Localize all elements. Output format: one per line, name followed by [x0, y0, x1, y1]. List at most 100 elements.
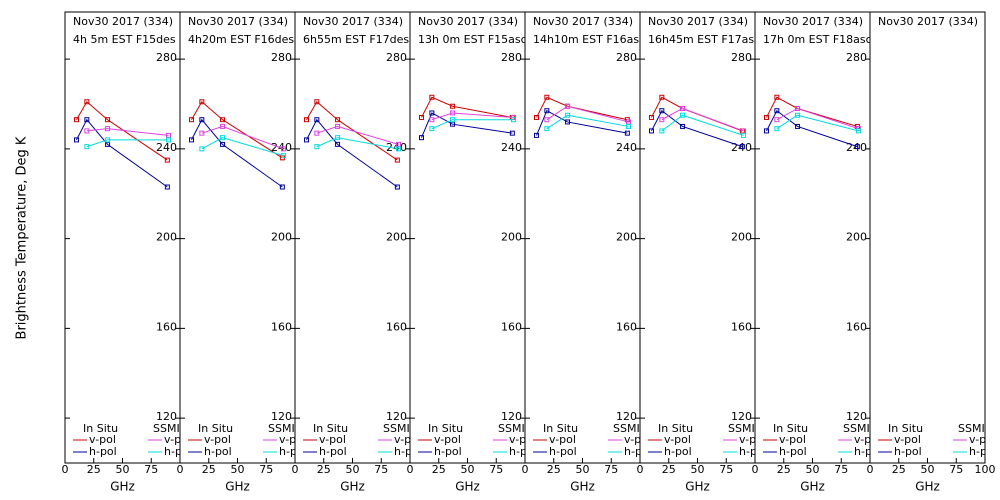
panel-title: Nov30 2017 (334) — [418, 15, 518, 28]
y-tick-label: 120 — [616, 410, 637, 423]
point — [680, 105, 686, 111]
legend-group: In Situ — [543, 422, 578, 435]
point — [450, 117, 456, 123]
legend-label: v-pol — [779, 433, 806, 446]
point — [795, 105, 801, 111]
legend-group: In Situ — [888, 422, 923, 435]
x-tick-label: 75 — [259, 463, 273, 476]
point — [314, 130, 320, 136]
point — [220, 117, 226, 123]
x-tick-label: 75 — [604, 463, 618, 476]
x-tick-label: 75 — [374, 463, 388, 476]
panel-subtitle: 14h10m EST F16asc — [533, 33, 645, 46]
point — [74, 117, 79, 123]
y-tick-label: 280 — [846, 51, 867, 64]
x-tick-label: 25 — [892, 463, 906, 476]
point — [304, 137, 309, 143]
x-tick-label: 25 — [202, 463, 216, 476]
x-tick-label: 50 — [921, 463, 935, 476]
x-tick-label: 100 — [975, 463, 996, 476]
series-line — [776, 107, 859, 130]
series-line — [536, 96, 628, 121]
panel: Nov30 2017 (334) 4h 5m EST F15des 120 160 20… — [73, 15, 180, 458]
legend-group: SSMIS — [958, 422, 992, 435]
x-tick-label: 50 — [691, 463, 705, 476]
point — [649, 128, 654, 134]
point — [509, 130, 515, 136]
panel-title: Nov30 2017 (334) — [303, 15, 403, 28]
point — [419, 114, 424, 120]
point — [84, 117, 90, 123]
legend-label: v-pol — [664, 433, 691, 446]
panel-subtitle: 4h 5m EST F15des — [73, 33, 176, 46]
point — [74, 137, 79, 143]
x-axis-label: GHz — [685, 480, 710, 494]
point — [544, 108, 550, 114]
y-tick-label: 240 — [616, 141, 637, 154]
x-tick-label: 50 — [806, 463, 820, 476]
series-line — [421, 112, 513, 138]
point — [279, 184, 285, 190]
y-tick-label: 200 — [271, 231, 292, 244]
point — [220, 135, 226, 141]
y-tick-label: 160 — [501, 320, 522, 333]
point — [199, 146, 205, 152]
x-tick-label: 25 — [547, 463, 561, 476]
legend-group: In Situ — [658, 422, 693, 435]
point — [741, 132, 746, 138]
series-line — [316, 137, 399, 150]
point — [281, 153, 286, 159]
x-tick-label: 75 — [489, 463, 503, 476]
point — [84, 144, 90, 150]
point — [764, 114, 769, 120]
x-tick-label: 25 — [432, 463, 446, 476]
point — [199, 130, 205, 136]
point — [335, 135, 341, 141]
legend-label: h-pol — [894, 445, 922, 458]
point — [429, 126, 435, 132]
point — [164, 157, 170, 163]
legend-label: v-pol — [969, 433, 996, 446]
y-tick-label: 240 — [846, 141, 867, 154]
point — [304, 117, 309, 123]
legend-label: v-pol — [89, 433, 116, 446]
point — [659, 128, 665, 134]
point — [199, 99, 205, 105]
series-line — [421, 96, 513, 118]
series-line — [201, 137, 284, 157]
y-tick-label: 120 — [386, 410, 407, 423]
legend-label: h-pol — [624, 445, 652, 458]
panel: Nov30 2017 (334) 16h45m EST F17asc 120 160 2… — [648, 15, 755, 458]
x-tick-label: 50 — [346, 463, 360, 476]
point — [105, 126, 111, 132]
point — [534, 132, 539, 138]
point — [854, 144, 860, 150]
point — [739, 144, 745, 150]
panel: Nov30 2017 (334) 4h20m EST F16des 120 160 20… — [188, 15, 302, 458]
x-tick-label: 0 — [637, 463, 644, 476]
y-tick-label: 280 — [271, 51, 292, 64]
y-tick-label: 280 — [501, 51, 522, 64]
point — [774, 108, 780, 114]
legend-group: SSMIS — [843, 422, 877, 435]
panel-frame — [869, 11, 986, 464]
y-tick-label: 200 — [156, 231, 177, 244]
legend-group: SSMIS — [268, 422, 302, 435]
point — [335, 123, 341, 129]
series-line — [536, 110, 628, 136]
legend-group: In Situ — [773, 422, 808, 435]
y-tick-label: 280 — [386, 51, 407, 64]
point — [396, 146, 401, 152]
legend-label: v-pol — [509, 433, 536, 446]
point — [189, 137, 194, 143]
y-tick-label: 160 — [846, 320, 867, 333]
x-axis-label: GHz — [340, 480, 365, 494]
legend-label: h-pol — [89, 445, 117, 458]
panel-title: Nov30 2017 (334) — [878, 15, 978, 28]
panel-title: Nov30 2017 (334) — [188, 15, 288, 28]
panel: Nov30 2017 (334) 17h 0m EST F18asc 120 160 2… — [763, 15, 877, 458]
point — [565, 112, 571, 118]
legend-label: v-pol — [319, 433, 346, 446]
legend-group: In Situ — [428, 422, 463, 435]
